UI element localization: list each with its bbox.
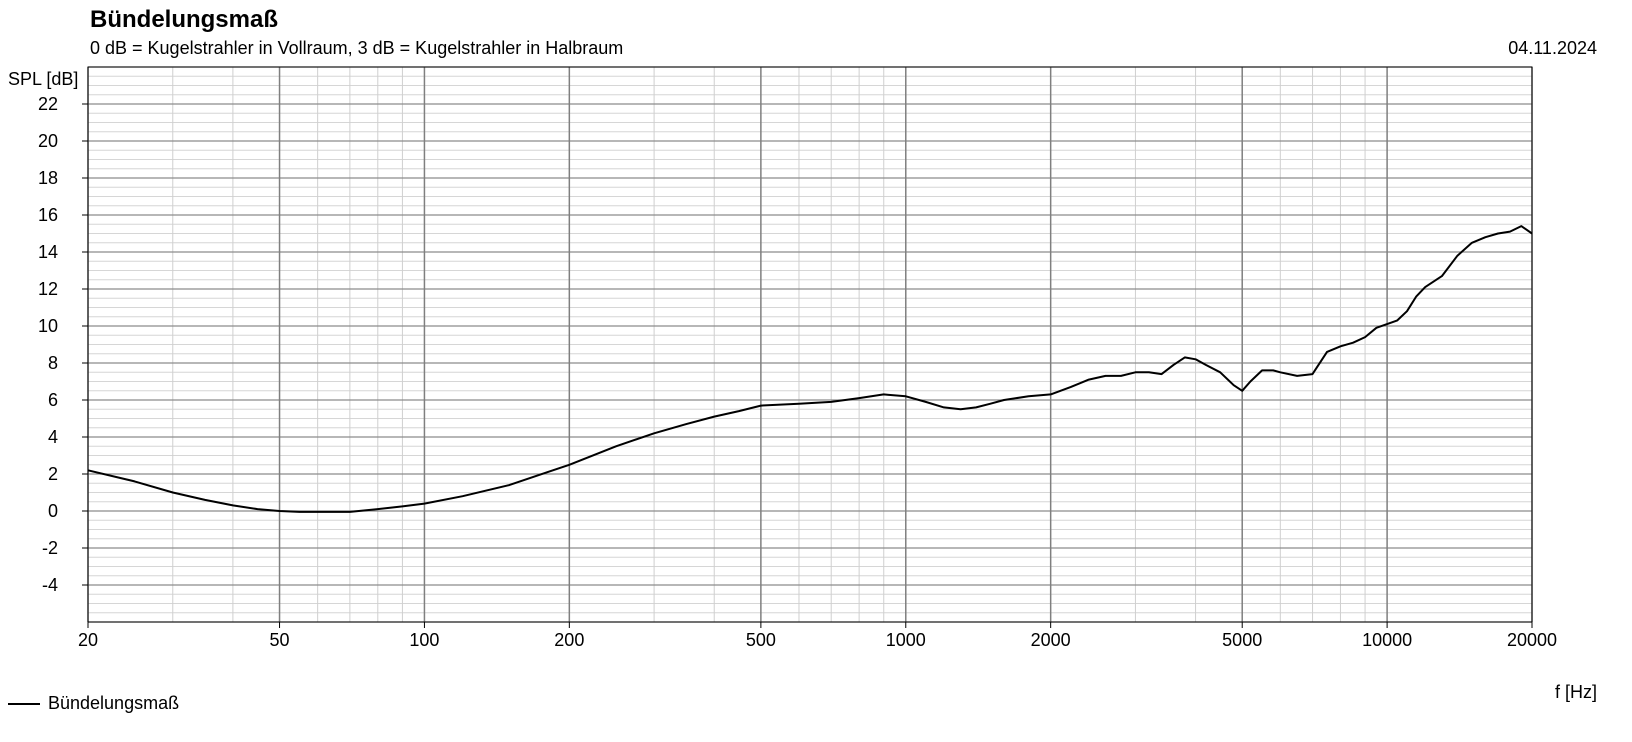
y-tick-label: 2 bbox=[48, 464, 58, 484]
y-tick-label: 22 bbox=[38, 94, 58, 114]
y-tick-label: 12 bbox=[38, 279, 58, 299]
y-tick-label: 16 bbox=[38, 205, 58, 225]
y-tick-label: 0 bbox=[48, 501, 58, 521]
x-tick-label: 1000 bbox=[886, 630, 926, 650]
minor-grid bbox=[88, 66, 1532, 623]
chart-date: 04.11.2024 bbox=[1508, 38, 1597, 58]
x-tick-label: 10000 bbox=[1362, 630, 1412, 650]
x-tick-label: 50 bbox=[270, 630, 290, 650]
x-tick-label: 5000 bbox=[1222, 630, 1262, 650]
x-tick-label: 500 bbox=[746, 630, 776, 650]
y-axis-label: SPL [dB] bbox=[8, 69, 79, 89]
x-axis-label: f [Hz] bbox=[1554, 682, 1597, 702]
x-tick-label: 200 bbox=[554, 630, 584, 650]
y-tick-label: 4 bbox=[48, 427, 58, 447]
x-tick-label: 2000 bbox=[1031, 630, 1071, 650]
x-tick-label: 100 bbox=[409, 630, 439, 650]
legend: Bündelungsmaß bbox=[8, 693, 179, 714]
legend-label: Bündelungsmaß bbox=[48, 693, 180, 713]
axis-ticks: -4 -2 0 2 4 6 8 10 12 14 16 18 20 22 20 50 100 200 500 1000… bbox=[38, 94, 1557, 650]
legend-line-swatch bbox=[8, 702, 40, 705]
chart-title: Bündelungsmaß bbox=[90, 6, 279, 33]
y-tick-label: 10 bbox=[38, 316, 58, 336]
series-group bbox=[87, 225, 1533, 513]
y-tick-label: 14 bbox=[38, 242, 58, 262]
x-tick-label: 20 bbox=[78, 630, 98, 650]
plot-frame bbox=[87, 66, 1533, 623]
x-tick-label: 20000 bbox=[1507, 630, 1557, 650]
y-tick-label: 20 bbox=[38, 131, 58, 151]
y-tick-label: -4 bbox=[42, 575, 58, 595]
y-tick-label: 6 bbox=[48, 390, 58, 410]
y-tick-label: 18 bbox=[38, 168, 58, 188]
chart-subtitle: 0 dB = Kugelstrahler in Vollraum, 3 dB =… bbox=[90, 38, 624, 58]
series-line-buendelungsmass bbox=[87, 225, 1533, 513]
y-tick-label: -2 bbox=[42, 538, 58, 558]
major-grid bbox=[87, 66, 1533, 623]
y-tick-label: 8 bbox=[48, 353, 58, 373]
